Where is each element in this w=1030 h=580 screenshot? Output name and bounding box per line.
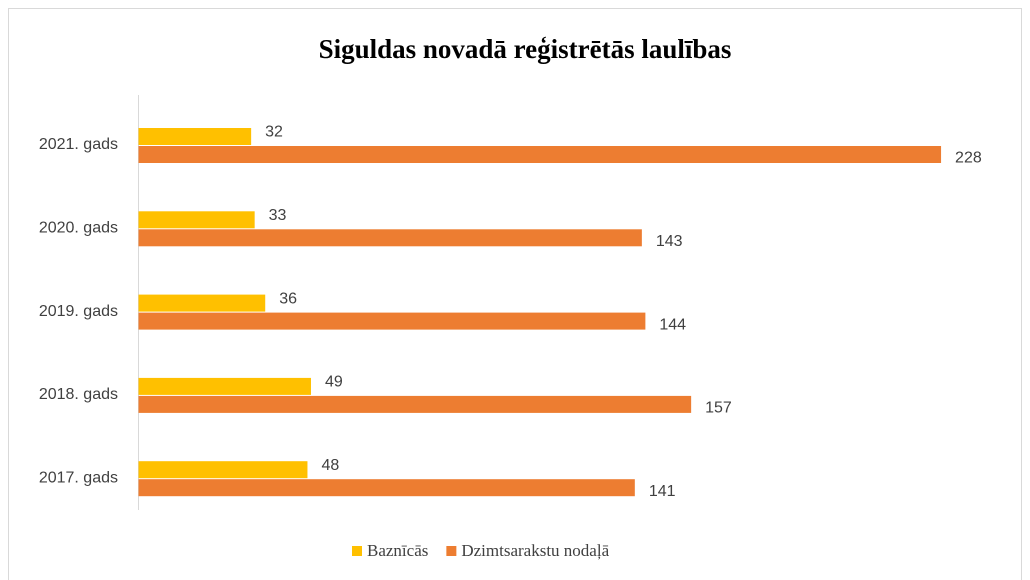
chart-title: Siguldas novadā reģistrētās laulības bbox=[319, 34, 732, 64]
data-label: 36 bbox=[279, 290, 297, 307]
bar bbox=[138, 479, 635, 497]
data-label: 157 bbox=[705, 400, 732, 417]
y-tick-label: 2020. gads bbox=[39, 220, 118, 237]
data-label: 143 bbox=[656, 233, 683, 250]
bar bbox=[138, 395, 692, 413]
bar bbox=[138, 146, 942, 163]
chart-frame bbox=[8, 8, 1022, 580]
bar bbox=[138, 128, 252, 145]
data-label: 49 bbox=[325, 374, 343, 391]
data-label: 33 bbox=[269, 207, 287, 224]
y-tick-label: 2017. gads bbox=[39, 469, 118, 486]
bar bbox=[138, 461, 308, 479]
data-label: 144 bbox=[659, 316, 686, 333]
data-label: 228 bbox=[955, 150, 982, 167]
y-tick-label: 2021. gads bbox=[39, 136, 118, 153]
legend-swatch bbox=[446, 546, 457, 556]
bar bbox=[138, 294, 266, 312]
data-label: 141 bbox=[649, 483, 676, 500]
y-tick-label: 2018. gads bbox=[39, 386, 118, 403]
legend-label: Dzimtsarakstu nodaļā bbox=[461, 541, 609, 560]
bar bbox=[138, 312, 646, 330]
y-tick-label: 2019. gads bbox=[39, 303, 118, 320]
data-label: 32 bbox=[265, 124, 283, 141]
legend-label: Baznīcās bbox=[367, 541, 428, 560]
bar bbox=[138, 211, 255, 229]
data-label: 48 bbox=[321, 457, 339, 474]
legend-swatch bbox=[352, 546, 362, 556]
bar bbox=[138, 229, 642, 247]
bar bbox=[138, 377, 311, 395]
